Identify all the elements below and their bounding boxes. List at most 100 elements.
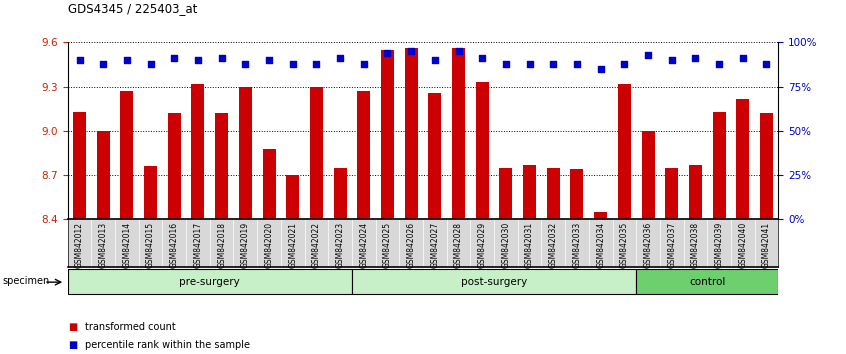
- Bar: [96, 131, 110, 219]
- Bar: [404, 48, 418, 219]
- Point: [452, 48, 465, 54]
- Text: percentile rank within the sample: percentile rank within the sample: [85, 340, 250, 350]
- Text: GSM842036: GSM842036: [644, 222, 652, 268]
- Text: GSM842038: GSM842038: [691, 222, 700, 268]
- Text: pre-surgery: pre-surgery: [179, 277, 240, 287]
- Point: [286, 61, 299, 67]
- Point: [499, 61, 513, 67]
- Text: GSM842014: GSM842014: [123, 222, 131, 268]
- Bar: [120, 91, 134, 219]
- Bar: [168, 113, 181, 219]
- Point: [641, 52, 655, 58]
- Point: [760, 61, 773, 67]
- Bar: [428, 93, 442, 219]
- Text: GSM842018: GSM842018: [217, 222, 226, 268]
- Text: GSM842031: GSM842031: [525, 222, 534, 268]
- Text: GSM842030: GSM842030: [502, 222, 510, 268]
- Bar: [499, 168, 513, 219]
- Text: ■: ■: [68, 322, 77, 332]
- Bar: [475, 82, 489, 219]
- Bar: [73, 112, 86, 219]
- Point: [191, 57, 205, 63]
- Text: GSM842012: GSM842012: [75, 222, 84, 268]
- Point: [120, 57, 134, 63]
- Bar: [381, 50, 394, 219]
- FancyBboxPatch shape: [68, 269, 352, 294]
- Point: [262, 57, 276, 63]
- Text: GSM842034: GSM842034: [596, 222, 605, 268]
- Point: [73, 57, 86, 63]
- Text: GSM842013: GSM842013: [99, 222, 107, 268]
- Point: [333, 56, 347, 61]
- Bar: [239, 87, 252, 219]
- Text: GSM842026: GSM842026: [407, 222, 415, 268]
- Text: GSM842035: GSM842035: [620, 222, 629, 268]
- Bar: [665, 168, 678, 219]
- Text: GSM842033: GSM842033: [573, 222, 581, 268]
- Point: [547, 61, 560, 67]
- Bar: [641, 131, 655, 219]
- Point: [665, 57, 678, 63]
- Text: GSM842017: GSM842017: [194, 222, 202, 268]
- Text: GSM842024: GSM842024: [360, 222, 368, 268]
- Bar: [760, 113, 773, 219]
- Bar: [594, 212, 607, 219]
- Text: GSM842023: GSM842023: [336, 222, 344, 268]
- Bar: [689, 165, 702, 219]
- Text: transformed count: transformed count: [85, 322, 175, 332]
- Text: GSM842039: GSM842039: [715, 222, 723, 268]
- Bar: [357, 91, 371, 219]
- Point: [404, 48, 418, 54]
- Point: [310, 61, 323, 67]
- Text: GSM842029: GSM842029: [478, 222, 486, 268]
- Bar: [547, 168, 560, 219]
- Text: GSM842032: GSM842032: [549, 222, 558, 268]
- Text: GSM842041: GSM842041: [762, 222, 771, 268]
- Point: [689, 56, 702, 61]
- Text: GSM842025: GSM842025: [383, 222, 392, 268]
- Bar: [712, 112, 726, 219]
- Text: ■: ■: [68, 340, 77, 350]
- Text: control: control: [689, 277, 725, 287]
- Text: GSM842027: GSM842027: [431, 222, 439, 268]
- Bar: [523, 165, 536, 219]
- Text: GSM842022: GSM842022: [312, 222, 321, 268]
- Point: [618, 61, 631, 67]
- Text: post-surgery: post-surgery: [461, 277, 527, 287]
- Point: [475, 56, 489, 61]
- Text: GDS4345 / 225403_at: GDS4345 / 225403_at: [68, 2, 197, 15]
- Bar: [215, 113, 228, 219]
- Point: [96, 61, 110, 67]
- Point: [215, 56, 228, 61]
- Bar: [452, 48, 465, 219]
- Bar: [618, 84, 631, 219]
- Text: GSM842021: GSM842021: [288, 222, 297, 268]
- Point: [570, 61, 584, 67]
- Text: GSM842019: GSM842019: [241, 222, 250, 268]
- Point: [428, 57, 442, 63]
- Text: GSM842020: GSM842020: [265, 222, 273, 268]
- Point: [712, 61, 726, 67]
- Bar: [736, 98, 750, 219]
- Bar: [262, 149, 276, 219]
- Text: GSM842028: GSM842028: [454, 222, 463, 268]
- Bar: [570, 169, 584, 219]
- Text: GSM842016: GSM842016: [170, 222, 179, 268]
- FancyBboxPatch shape: [636, 269, 778, 294]
- FancyBboxPatch shape: [352, 269, 636, 294]
- Bar: [286, 175, 299, 219]
- Text: GSM842040: GSM842040: [739, 222, 747, 268]
- Bar: [333, 168, 347, 219]
- Point: [381, 50, 394, 56]
- Bar: [191, 84, 205, 219]
- Point: [239, 61, 252, 67]
- Point: [144, 61, 157, 67]
- Point: [168, 56, 181, 61]
- Bar: [310, 87, 323, 219]
- Point: [736, 56, 750, 61]
- Text: GSM842037: GSM842037: [667, 222, 676, 268]
- Point: [523, 61, 536, 67]
- Bar: [144, 166, 157, 219]
- Point: [594, 66, 607, 72]
- Text: specimen: specimen: [3, 276, 50, 286]
